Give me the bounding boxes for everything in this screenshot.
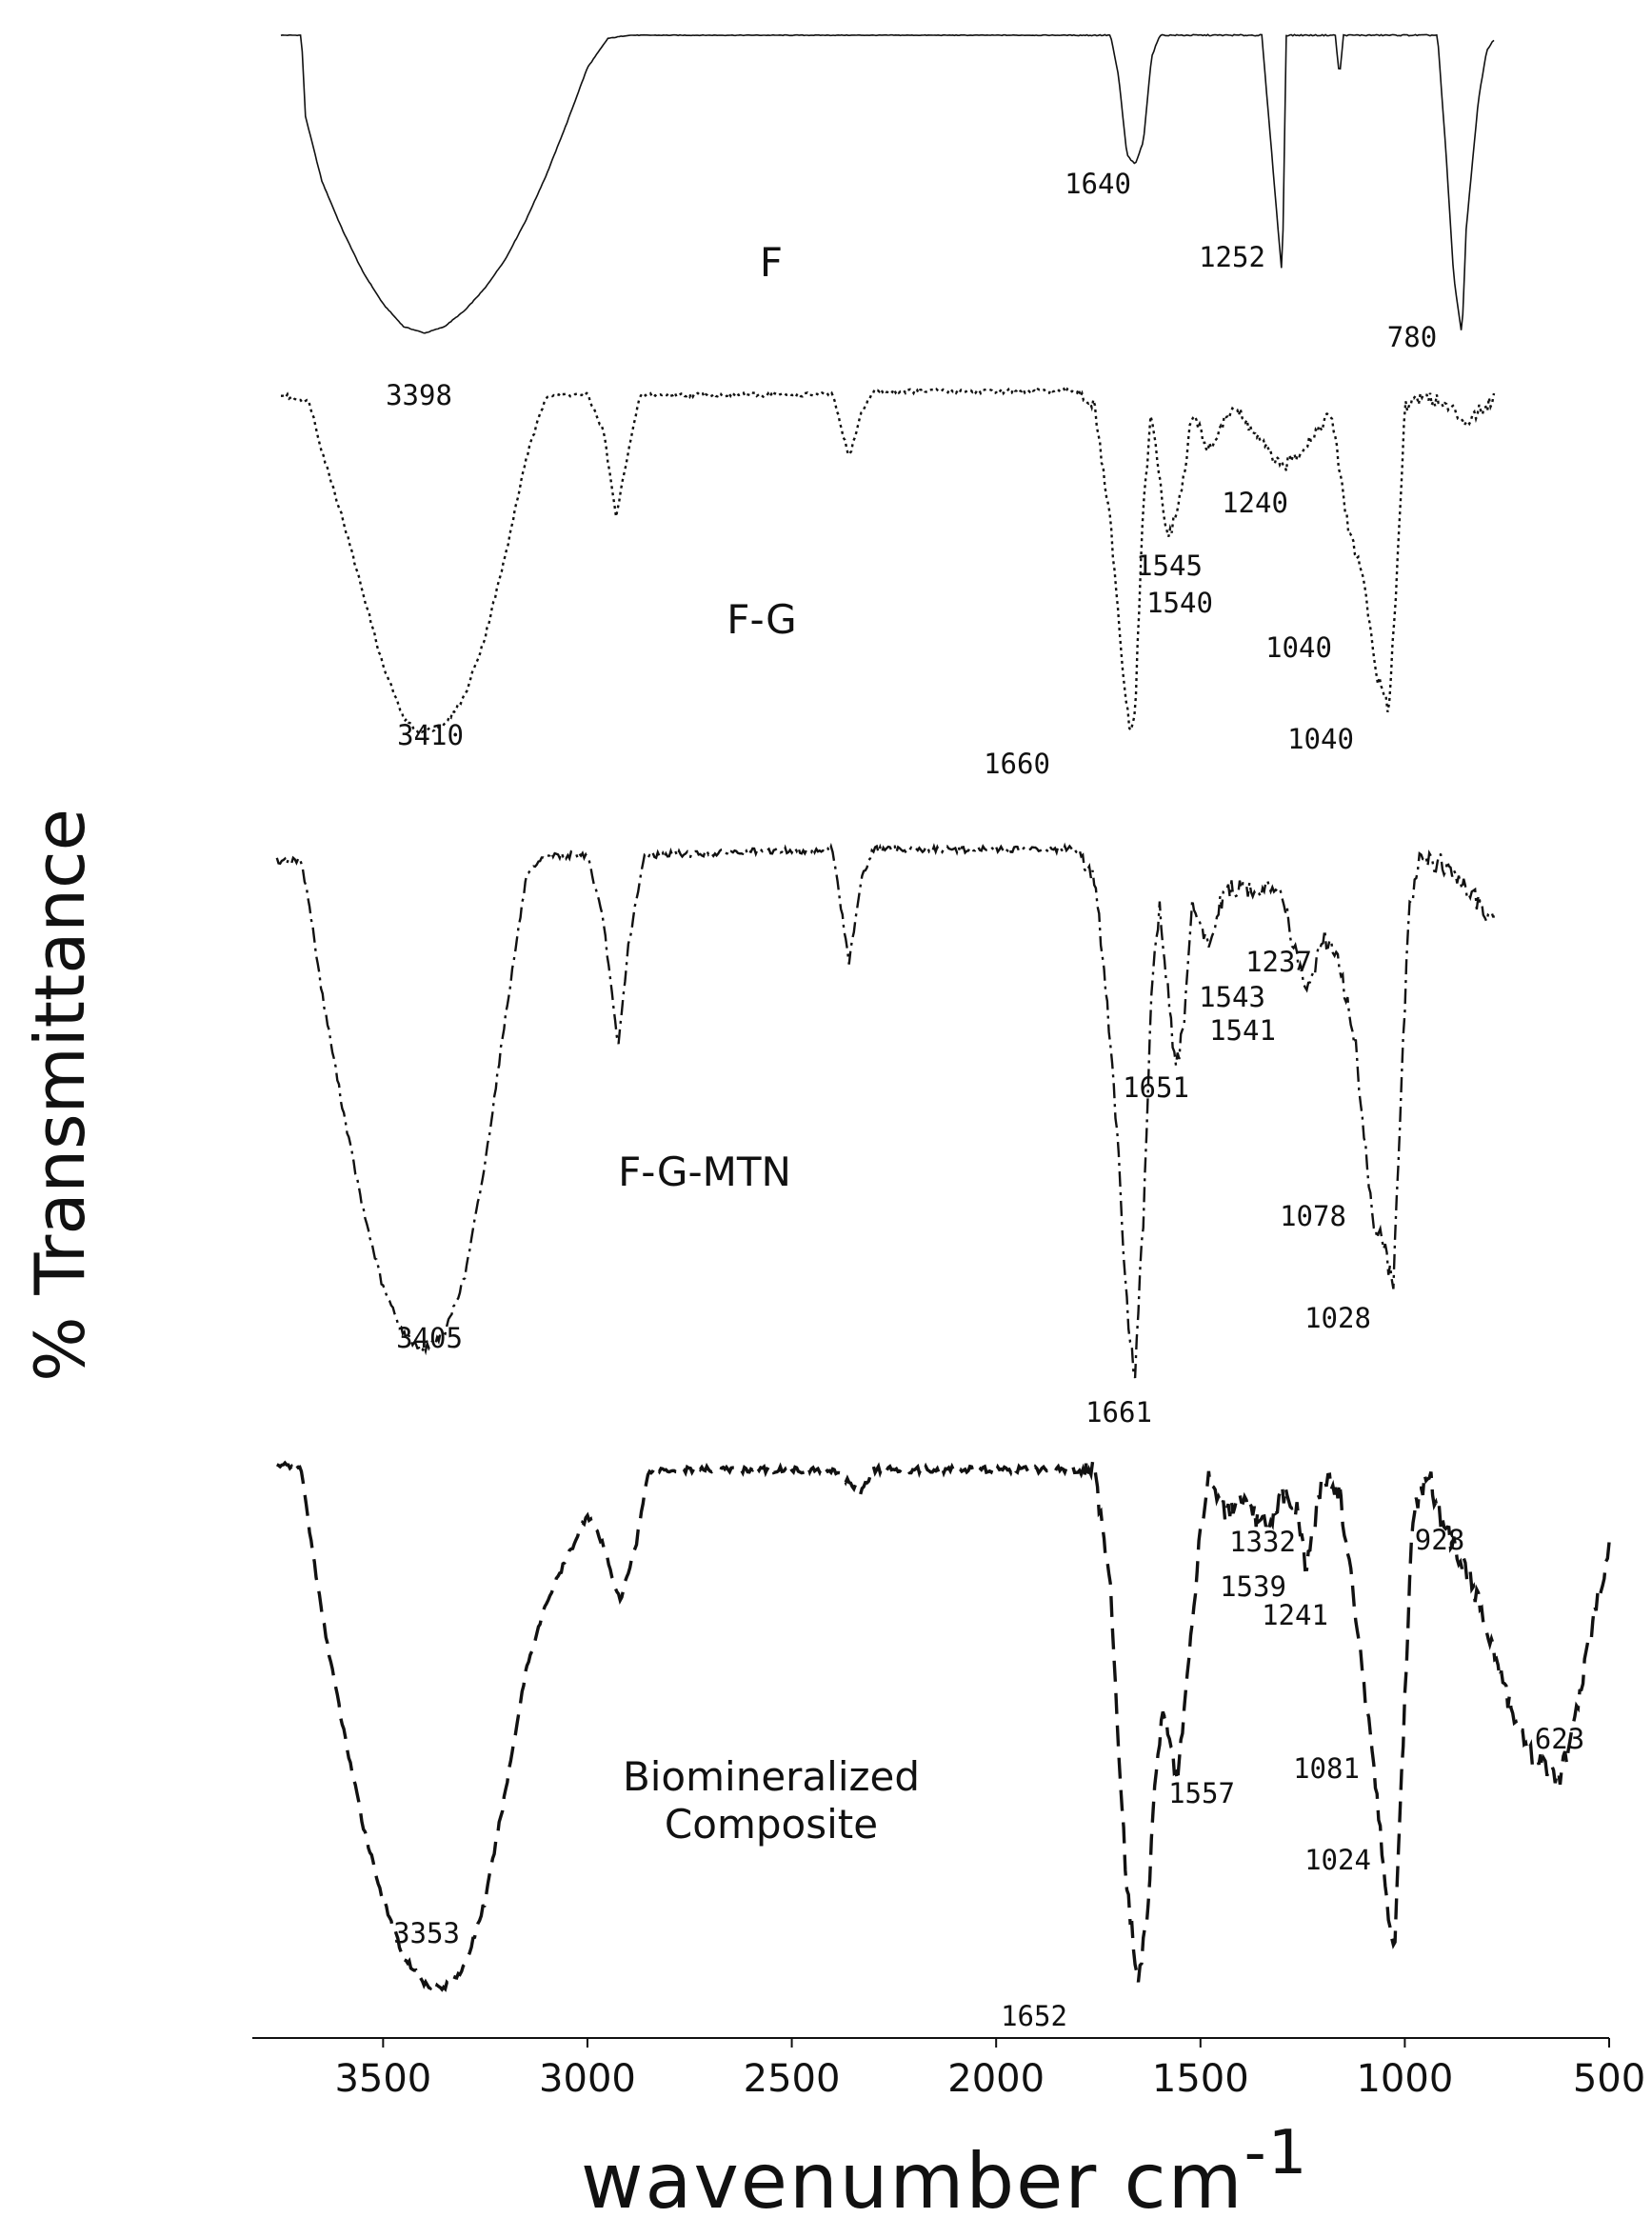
x-tick-label: 500 [1573, 2057, 1645, 2101]
x-tick-label: 1500 [1152, 2057, 1249, 2101]
series-name-line: Biomineralized [623, 1753, 920, 1800]
peak-label: 1240 [1222, 487, 1288, 519]
spectrum-line-1 [280, 33, 1495, 334]
spectrum-line-3 [275, 842, 1495, 1379]
series-label-layer: F F-G F-G-MTN Biomineralized Composite [618, 239, 920, 1848]
peak-label: 1040 [1287, 723, 1354, 755]
spectrum-line-4 [276, 1457, 1611, 1992]
x-axis-label-main: wavenumber cm [581, 2137, 1244, 2226]
peak-label: 3398 [386, 379, 452, 411]
x-tick-label: 3000 [539, 2057, 636, 2101]
peak-label: 1661 [1085, 1396, 1152, 1429]
peak-label: 1640 [1065, 168, 1131, 200]
x-tick-label: 2500 [744, 2057, 841, 2101]
peak-label: 1028 [1304, 1302, 1371, 1334]
peak-label: 780 [1387, 321, 1437, 353]
peak-label: 1024 [1304, 1844, 1371, 1876]
peak-label: 1332 [1229, 1526, 1296, 1558]
peak-label: 1660 [984, 748, 1050, 780]
peak-label: 1539 [1220, 1570, 1286, 1603]
peak-label: 1078 [1280, 1200, 1346, 1232]
peak-label: 1081 [1293, 1752, 1360, 1785]
peak-label: 1540 [1146, 587, 1213, 619]
y-axis-label: % Transmittance [20, 809, 100, 1382]
series-name-label: F-G-MTN [618, 1149, 791, 1195]
peak-label: 1543 [1199, 981, 1265, 1013]
peak-label: 1241 [1262, 1599, 1328, 1631]
peak-label: 1237 [1245, 946, 1312, 978]
x-tick-label: 3500 [334, 2057, 431, 2101]
series-layer [275, 33, 1611, 1992]
x-axis-label-superscript: -1 [1244, 2118, 1309, 2188]
peak-label: 1040 [1265, 631, 1332, 664]
spectrum-line-2 [281, 385, 1496, 735]
series-name-label: Biomineralized Composite [623, 1753, 920, 1848]
peak-label: 1252 [1199, 241, 1265, 273]
peak-label: 1541 [1209, 1014, 1276, 1047]
peak-label: 1651 [1123, 1071, 1189, 1104]
x-axis: 3500 3000 2500 2000 1500 1000 500 [252, 2037, 1645, 2101]
peak-label: 1652 [1001, 2000, 1067, 2032]
series-name-label: F [760, 239, 783, 286]
peak-label: 3410 [397, 719, 464, 751]
x-axis-label: wavenumber cm-1 [581, 2118, 1308, 2226]
peak-label: 928 [1415, 1524, 1464, 1556]
x-tick-label: 1000 [1356, 2057, 1453, 2101]
peak-label: 1545 [1136, 550, 1203, 582]
peak-label: 3353 [393, 1917, 460, 1949]
series-name-label: F-G [726, 596, 796, 643]
x-tick-label: 2000 [947, 2057, 1045, 2101]
peak-label-layer: 3398 1640 1252 780 3410 1660 1545 1540 1240 1040 1… [386, 168, 1584, 2032]
peak-label: 623 [1535, 1723, 1584, 1755]
peak-label: 3405 [396, 1322, 463, 1354]
series-name-line: Composite [665, 1801, 878, 1848]
peak-label: 1557 [1168, 1777, 1235, 1809]
